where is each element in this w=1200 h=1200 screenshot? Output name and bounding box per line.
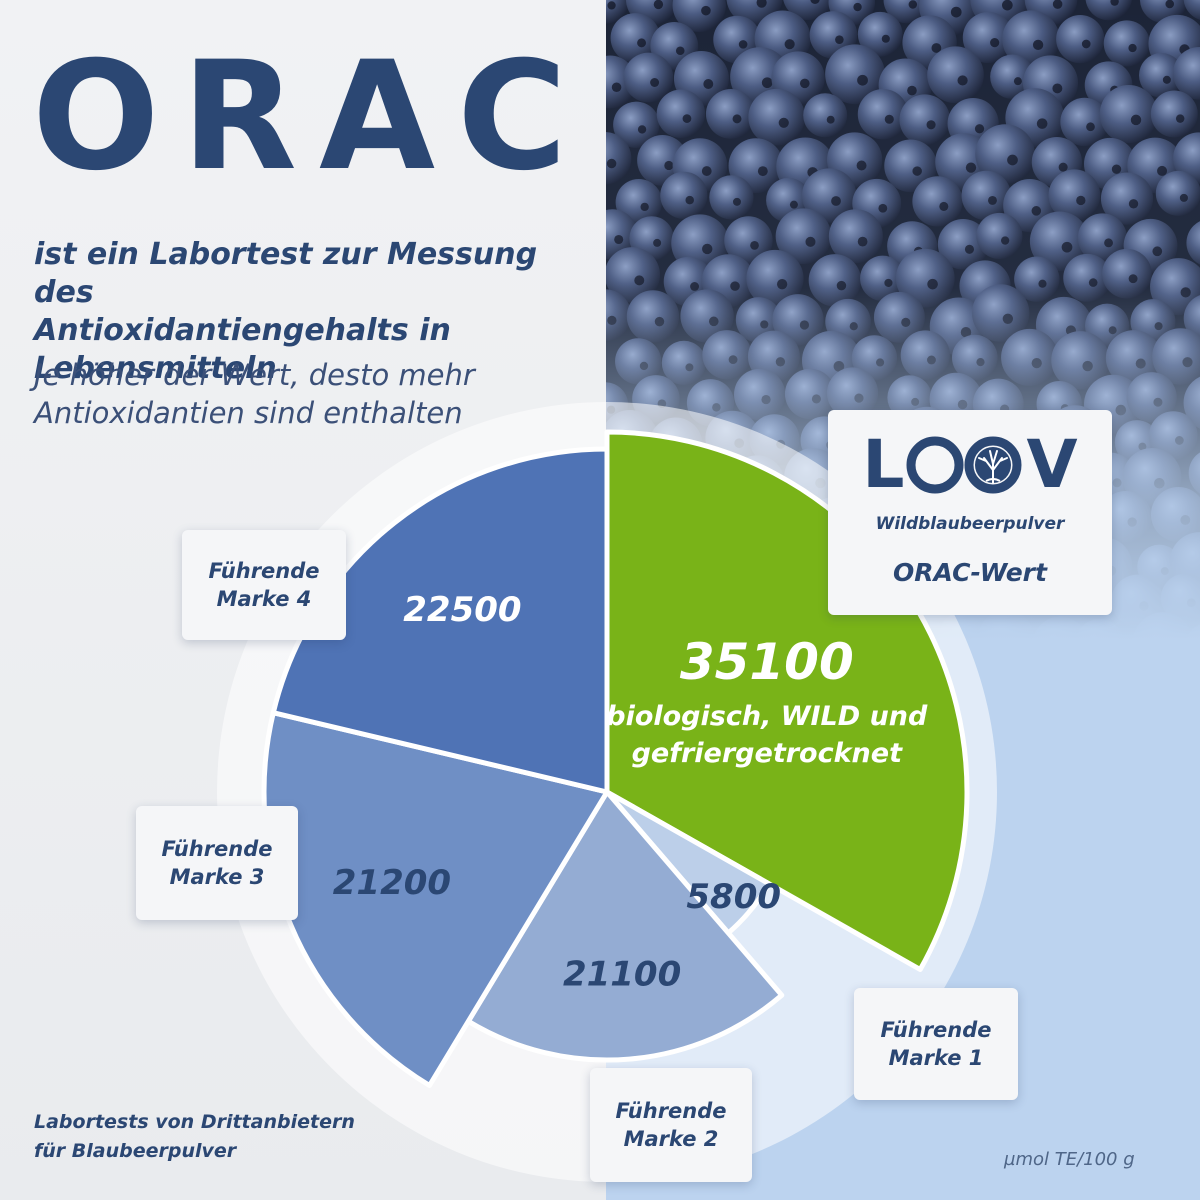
intro-line: Antioxidantien sind enthalten [34,396,463,430]
footnote-line: Labortests von Drittanbietern [34,1111,355,1133]
footnote-line: für Blaubeerpulver [34,1140,237,1162]
slice-value-label: 5800 [686,877,781,917]
page-title: ORAC [32,30,590,204]
intro-explanation: Je höher der Wert, desto mehr Antioxidan… [34,356,594,432]
intro-line: Antioxidantiengehalts in [34,313,451,348]
product-name: Wildblaubeerpulver [875,514,1065,534]
logo-letter-v: V [1026,426,1078,503]
tree-of-life-icon [906,436,1022,494]
intro-line: Je höher der Wert, desto mehr [34,358,475,392]
pie-slice [270,446,610,795]
pie-slice [261,710,610,1088]
unit-label: µmol TE/100 g [1004,1149,1135,1170]
intro-definition: ist ein Labortest zur Messung des Antiox… [34,236,594,388]
metric-label: ORAC-Wert [893,558,1047,587]
pie-slice [465,789,785,1063]
intro-line: Lebensmitteln [34,351,277,386]
slice-value-label: 21200 [333,863,451,903]
brand-card-1: Führende Marke 1 [854,988,1018,1100]
brand-card-4: Führende Marke 4 [182,530,346,640]
slice-sublabel: biologisch, WILD und [606,701,928,732]
brand-card-2: Führende Marke 2 [590,1068,752,1182]
brand-logo: L V [828,432,1112,498]
slice-value-label: 21100 [563,955,681,995]
slice-value-label: 22500 [403,590,521,630]
intro-line: ist ein Labortest zur Messung des [34,237,538,310]
brand-logo-card: L V Wildblaubeerpulver ORAC-Wert [828,410,1112,615]
logo-letter-l: L [862,426,905,503]
brand-card-3: Führende Marke 3 [136,806,298,920]
slice-sublabel: gefriergetrocknet [632,738,903,769]
slice-value-label: 35100 [680,633,854,691]
source-footnote: Labortests von Drittanbietern für Blaube… [34,1108,355,1166]
